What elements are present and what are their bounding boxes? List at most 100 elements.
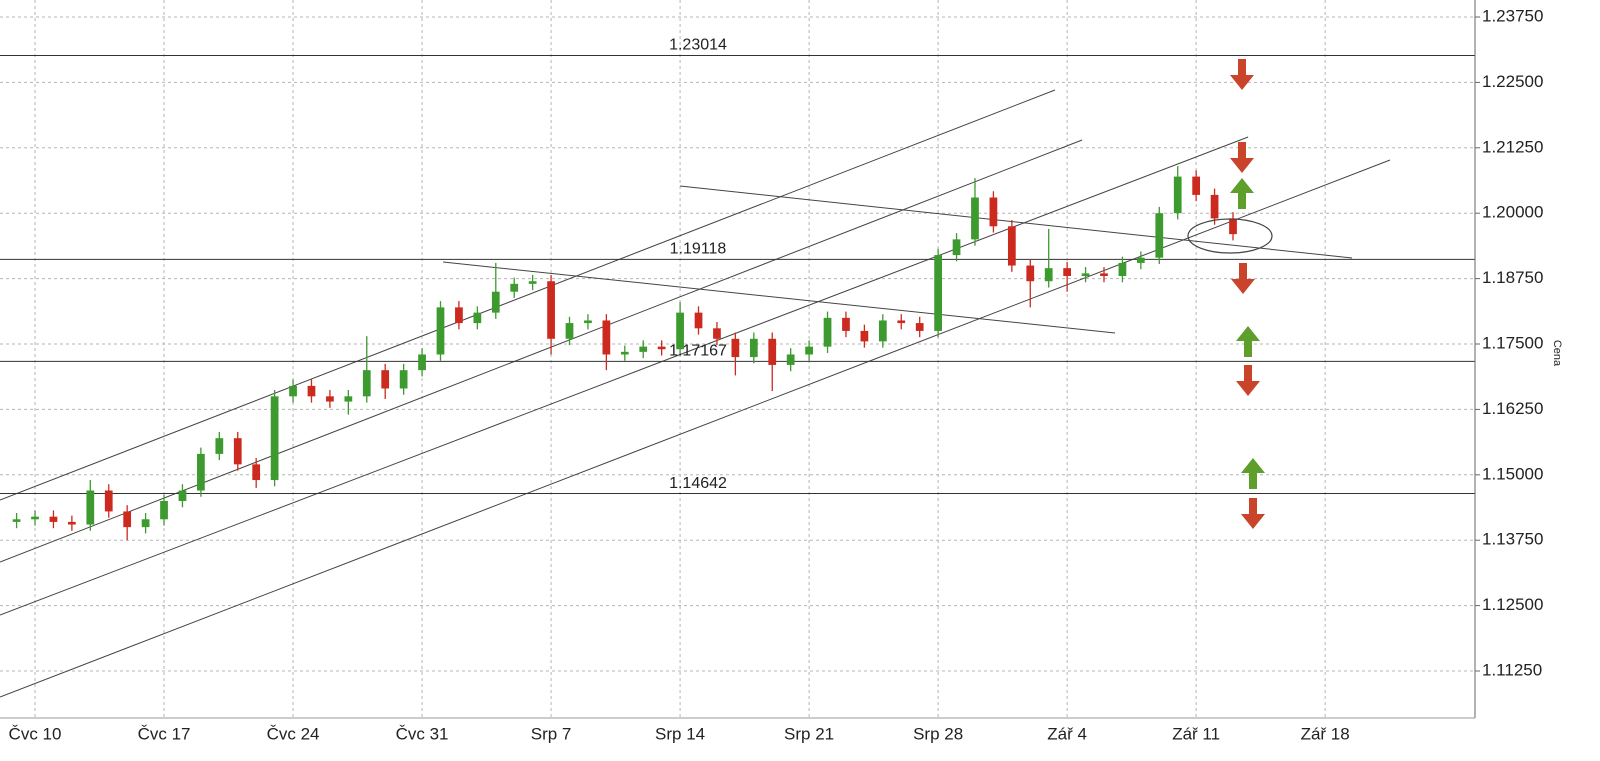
candle-body (289, 385, 297, 397)
down-arrow (1236, 365, 1260, 396)
candle-body (270, 396, 279, 481)
y-tick-label: 1.15000 (1482, 464, 1543, 483)
y-tick-label: 1.17500 (1482, 333, 1543, 352)
level-label: 1.17167 (669, 343, 727, 360)
candle-body (86, 490, 95, 525)
candle-body (123, 511, 132, 528)
candle-body (620, 351, 629, 355)
candle-body (160, 500, 168, 520)
candle-body (657, 346, 666, 350)
y-tick-label: 1.18750 (1482, 268, 1543, 287)
candle-body (307, 385, 316, 397)
x-tick-label: Zář 4 (1047, 724, 1087, 743)
candle-body (252, 464, 261, 481)
candle-body (381, 370, 390, 389)
y-tick-label: 1.21250 (1482, 137, 1543, 156)
y-tick-label: 1.20000 (1482, 203, 1543, 222)
x-tick-label: Srp 21 (784, 724, 834, 743)
down-arrow (1230, 142, 1254, 173)
candle-body (1229, 218, 1237, 235)
x-tick-label: Zář 11 (1172, 724, 1220, 743)
trend-line (0, 136, 1249, 616)
y-tick-label: 1.11250 (1482, 661, 1542, 680)
trend-line (0, 89, 1056, 501)
level-label: 1.23014 (669, 37, 727, 54)
trend-line (443, 261, 1116, 334)
candle-body (233, 438, 242, 465)
candle-body (547, 281, 555, 339)
candle-body (676, 312, 684, 350)
candle-body (344, 396, 353, 402)
candle-body (584, 320, 592, 324)
down-arrow (1230, 59, 1254, 90)
candle-body (694, 312, 703, 329)
candle-body (731, 338, 740, 358)
candle-body (713, 328, 721, 339)
candle-body (510, 283, 519, 292)
candle-body (1100, 273, 1108, 276)
x-tick-label: Srp 14 (655, 724, 705, 743)
candle-body (215, 438, 224, 454)
candle-body (1136, 257, 1145, 263)
candle-body (49, 516, 58, 522)
candle-body (455, 307, 463, 324)
candle-body (805, 346, 813, 355)
candle-body (326, 396, 334, 402)
candle-body (178, 490, 187, 501)
candle-body (915, 323, 924, 331)
y-tick-label: 1.23750 (1482, 6, 1543, 25)
candle-body (12, 519, 21, 522)
candle-body (1081, 273, 1090, 276)
candle-body (639, 346, 648, 352)
candle-body (197, 453, 205, 491)
candle-body (952, 239, 961, 256)
x-tick-label: Čvc 24 (267, 724, 320, 743)
candle-body (602, 320, 611, 355)
candle-body (842, 317, 850, 331)
candle-body (362, 370, 371, 397)
y-axis-title: Cena (1551, 340, 1563, 367)
highlight-ellipse (1187, 218, 1273, 254)
candle-body (31, 516, 39, 520)
up-arrow (1241, 458, 1265, 489)
candle-body (786, 354, 795, 365)
level-label: 1.19118 (670, 241, 727, 258)
y-tick-label: 1.16250 (1482, 399, 1543, 418)
y-tick-label: 1.22500 (1482, 72, 1543, 91)
candle-body (104, 490, 113, 512)
candle-body (1063, 268, 1072, 276)
candle-body (823, 317, 832, 347)
candle-body (473, 312, 482, 324)
candle-body (141, 519, 150, 528)
candle-body (418, 354, 426, 371)
candle-body (528, 281, 537, 284)
candle-body (1155, 213, 1164, 258)
candle-body (436, 307, 445, 355)
candle-body (1007, 226, 1016, 266)
candle-body (1173, 176, 1182, 214)
up-arrow (1236, 326, 1260, 357)
plot (0, 55, 1475, 698)
y-tick-label: 1.13750 (1482, 530, 1543, 549)
trend-line (680, 185, 1353, 259)
up-arrow (1230, 178, 1254, 209)
candle-body (1118, 262, 1127, 276)
x-tick-label: Čvc 17 (138, 724, 191, 743)
y-tick-label: 1.12500 (1482, 595, 1543, 614)
candle-body (860, 330, 869, 342)
down-arrow (1241, 498, 1265, 529)
candle-body (749, 338, 758, 358)
candle-body (565, 323, 574, 339)
candle-body (399, 370, 408, 389)
candle-body (68, 521, 76, 525)
x-tick-label: Zář 18 (1301, 724, 1350, 743)
candle-body (491, 291, 500, 313)
candle-body (1026, 265, 1035, 282)
candle-body (897, 320, 906, 324)
candle-body (1210, 194, 1219, 219)
x-tick-label: Srp 7 (531, 724, 572, 743)
candle-body (971, 197, 979, 240)
x-tick-label: Srp 28 (913, 724, 963, 743)
x-tick-label: Čvc 10 (9, 724, 62, 743)
